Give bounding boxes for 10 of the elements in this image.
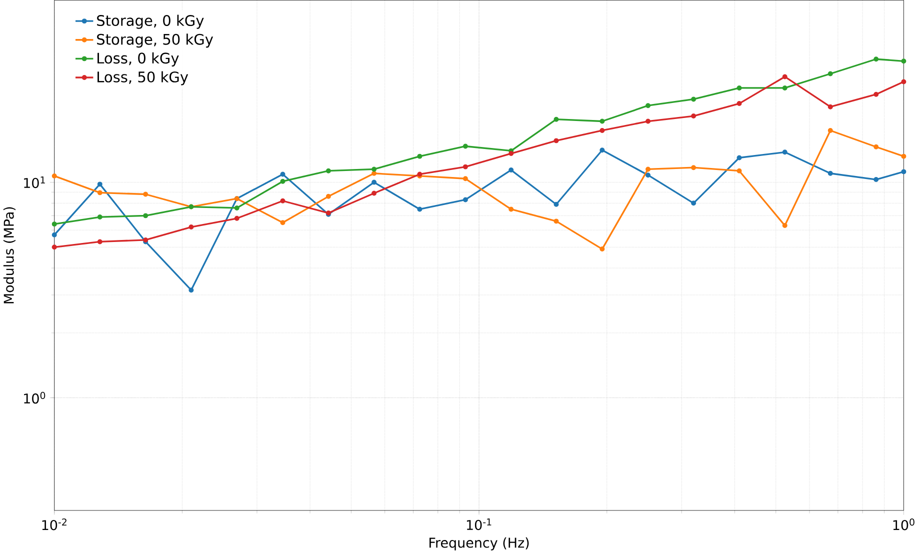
legend-label: Loss, 0 kGy	[98, 52, 179, 67]
x-tick-label: 10$^{-1}$	[466, 518, 492, 530]
legend-label: Storage, 0 kGy	[97, 14, 204, 29]
y-axis-title: Modulus (MPa)	[3, 207, 16, 304]
legend-label: Storage, 50 kGy	[97, 34, 214, 48]
x-tick-label: 10$^{-2}$	[42, 518, 66, 530]
x-axis-title: Frequency (Hz)	[430, 537, 529, 550]
legend-label: Loss, 50 kGy	[98, 71, 188, 86]
x-tick-label: 10$^{0}$	[893, 518, 914, 530]
y-tick-label: 10$^{1}$	[24, 176, 45, 188]
